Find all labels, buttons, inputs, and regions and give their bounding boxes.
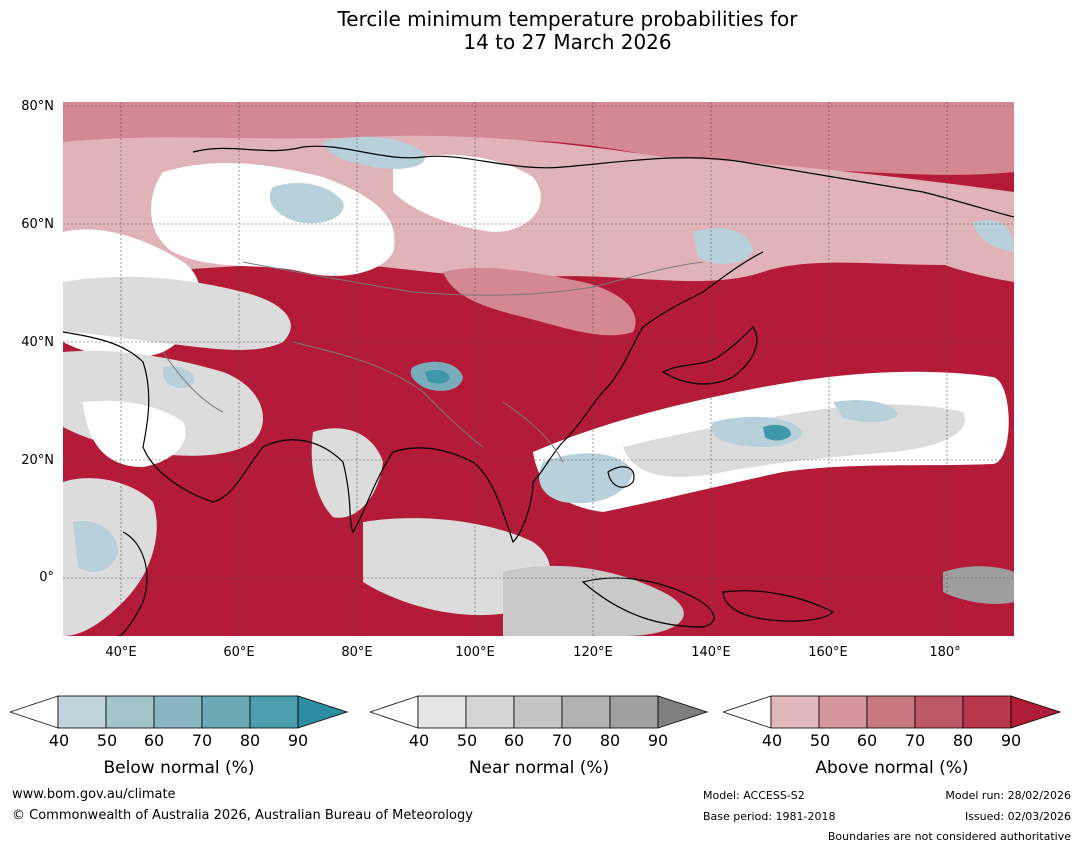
near-colorbar-segment — [417, 695, 467, 729]
above-tick-90: 90 — [1000, 731, 1022, 750]
below-colorbar-low-arrow — [10, 695, 59, 729]
near-normal-label: Near normal (%) — [468, 758, 610, 778]
coastlines — [63, 145, 1014, 636]
near-tick-90: 90 — [647, 731, 669, 750]
arabia-white — [83, 400, 186, 467]
map-title: Tercile minimum temperature probabilitie… — [0, 8, 1081, 54]
philippine-below — [539, 453, 633, 504]
below-tick-70: 70 — [191, 731, 213, 750]
lat-label-20n: 20°N — [21, 453, 54, 468]
near-colorbar-low-arrow — [370, 695, 419, 729]
below-tick-90: 90 — [287, 731, 309, 750]
issued-date: Issued: 02/03/2026 — [964, 810, 1071, 823]
below-normal-label: Below normal (%) — [103, 758, 255, 778]
alaska-below — [973, 220, 1014, 252]
probability-map — [63, 102, 1014, 636]
colorbar-near — [370, 695, 708, 729]
indonesia-near — [503, 565, 684, 636]
near-colorbar-segment — [465, 695, 515, 729]
lon-label-80e: 80°E — [341, 645, 373, 660]
near-normal-west — [63, 276, 291, 350]
above-tick-40: 40 — [761, 731, 783, 750]
base-period: Base period: 1981-2018 — [703, 810, 836, 823]
near-tick-70: 70 — [551, 731, 573, 750]
above-tick-50: 50 — [809, 731, 831, 750]
near-colorbar-segment — [561, 695, 611, 729]
map-canvas — [63, 102, 1014, 636]
website-link[interactable]: www.bom.gov.au/climate — [12, 787, 176, 802]
above-colorbar-segment — [962, 695, 1012, 729]
model-name: Model: ACCESS-S2 — [703, 789, 805, 802]
below-colorbar-segment — [201, 695, 251, 729]
model-run: Model run: 28/02/2026 — [945, 789, 1071, 802]
above-tick-80: 80 — [952, 731, 974, 750]
below-colorbar-high-arrow — [297, 695, 348, 729]
siberia-white-area — [151, 162, 395, 276]
tibet-below-core — [425, 370, 450, 384]
pacific-below-core — [763, 424, 791, 441]
pacific-below-2 — [833, 400, 898, 423]
below-tick-50: 50 — [96, 731, 118, 750]
lat-label-0: 0° — [39, 570, 54, 585]
lon-label-60e: 60°E — [223, 645, 255, 660]
above-colorbar-segment — [770, 695, 820, 729]
boundaries-disclaimer: Boundaries are not considered authoritat… — [827, 830, 1071, 843]
title-line-1: Tercile minimum temperature probabilitie… — [337, 7, 798, 31]
near-tick-50: 50 — [456, 731, 478, 750]
near-tick-80: 80 — [599, 731, 621, 750]
central-asia-above — [293, 290, 616, 433]
below-tick-60: 60 — [143, 731, 165, 750]
below-patch-east — [693, 228, 753, 264]
above-colorbar-segment — [866, 695, 916, 729]
lat-label-80n: 80°N — [21, 99, 54, 114]
above-colorbar-segment — [818, 695, 868, 729]
below-patch-ural — [269, 182, 344, 224]
below-colorbar-segment — [105, 695, 155, 729]
lon-label-120e: 120°E — [573, 645, 613, 660]
above-tick-60: 60 — [856, 731, 878, 750]
copyright-text: © Commonwealth of Australia 2026, Austra… — [12, 808, 473, 823]
lat-label-60n: 60°N — [21, 217, 54, 232]
colorbar-below — [10, 695, 348, 729]
above-tick-70: 70 — [904, 731, 926, 750]
below-colorbar-segment — [57, 695, 107, 729]
near-colorbar-high-arrow — [657, 695, 708, 729]
lon-label-140e: 140°E — [691, 645, 731, 660]
below-colorbar-segment — [153, 695, 203, 729]
above-colorbar-low-arrow — [723, 695, 772, 729]
near-tick-40: 40 — [408, 731, 430, 750]
below-tick-40: 40 — [48, 731, 70, 750]
below-patch-north — [323, 136, 425, 169]
lon-label-40e: 40°E — [105, 645, 137, 660]
central-siberia-white — [393, 154, 541, 232]
above-colorbar-high-arrow — [1010, 695, 1061, 729]
arctic-band — [63, 102, 1014, 175]
near-colorbar-segment — [609, 695, 659, 729]
above-colorbar-segment — [914, 695, 964, 729]
colorbar-above — [723, 695, 1061, 729]
lon-label-160e: 160°E — [808, 645, 848, 660]
mongolia-pink — [443, 267, 636, 336]
below-colorbar-segment — [249, 695, 299, 729]
title-line-2: 14 to 27 March 2026 — [463, 30, 672, 54]
lon-label-100e: 100°E — [455, 645, 495, 660]
below-tick-80: 80 — [239, 731, 261, 750]
country-borders — [162, 261, 704, 463]
graticule — [63, 102, 1014, 636]
africa-below — [73, 521, 118, 572]
lon-label-180: 180° — [929, 645, 961, 660]
near-tick-60: 60 — [503, 731, 525, 750]
near-colorbar-segment — [513, 695, 563, 729]
pacific-near-dark — [943, 566, 1014, 604]
lat-label-40n: 40°N — [21, 335, 54, 350]
above-normal-label: Above normal (%) — [815, 758, 969, 778]
